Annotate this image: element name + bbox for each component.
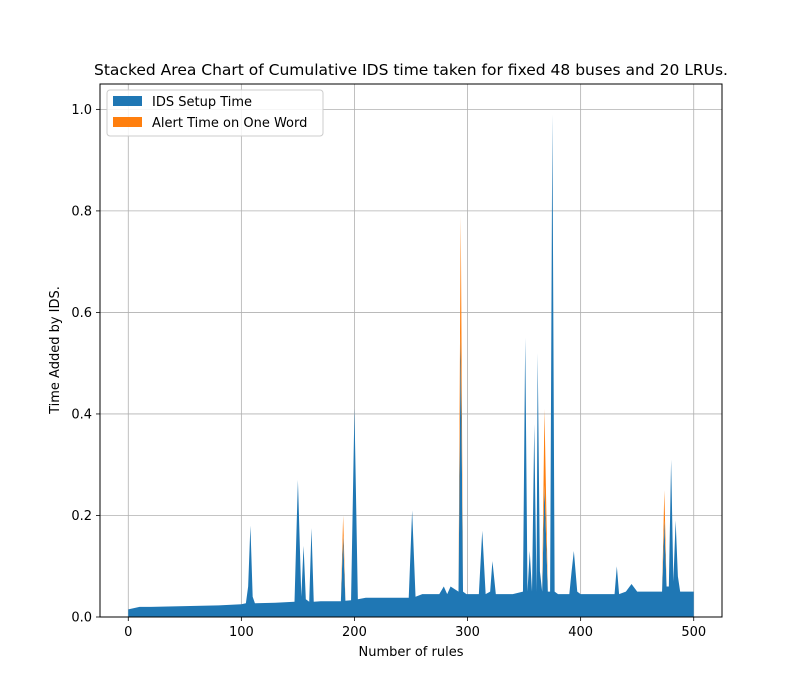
- area-series-0: [128, 114, 694, 617]
- x-tick-label: 100: [229, 625, 254, 640]
- legend-box: [106, 89, 324, 137]
- y-tick-label: 0.2: [71, 509, 92, 524]
- y-axis-ticks: 0.0 0.2 0.4 0.6 0.8 1.0: [71, 103, 100, 626]
- plot-areas: [128, 114, 694, 617]
- x-axis-label: Number of rules: [359, 645, 464, 660]
- legend-swatch-ids-setup-time: [113, 96, 142, 106]
- chart-title: Stacked Area Chart of Cumulative IDS tim…: [94, 61, 728, 79]
- x-tick-label: 300: [455, 625, 480, 640]
- area-series-1: [128, 114, 694, 610]
- legend-swatch-alert-time: [113, 117, 142, 127]
- y-tick-label: 0.6: [71, 306, 92, 321]
- x-tick-label: 0: [124, 625, 132, 640]
- y-tick-label: 0.0: [71, 611, 92, 626]
- x-axis-ticks: 0 100 200 300 400 500: [124, 617, 706, 640]
- legend-label-alert-time: Alert Time on One Word: [152, 116, 307, 131]
- x-tick-label: 200: [342, 625, 367, 640]
- grid-lines: [100, 84, 722, 618]
- legend-label-ids-setup-time: IDS Setup Time: [152, 95, 252, 110]
- legend: IDS Setup Time Alert Time on One Word: [106, 89, 324, 137]
- plot-frame: [99, 83, 723, 618]
- y-tick-label: 0.4: [71, 407, 92, 422]
- y-axis-label: Time Added by IDS.: [48, 286, 63, 415]
- y-tick-label: 0.8: [71, 204, 92, 219]
- x-tick-label: 500: [681, 625, 706, 640]
- x-tick-label: 400: [568, 625, 593, 640]
- y-tick-label: 1.0: [71, 103, 92, 118]
